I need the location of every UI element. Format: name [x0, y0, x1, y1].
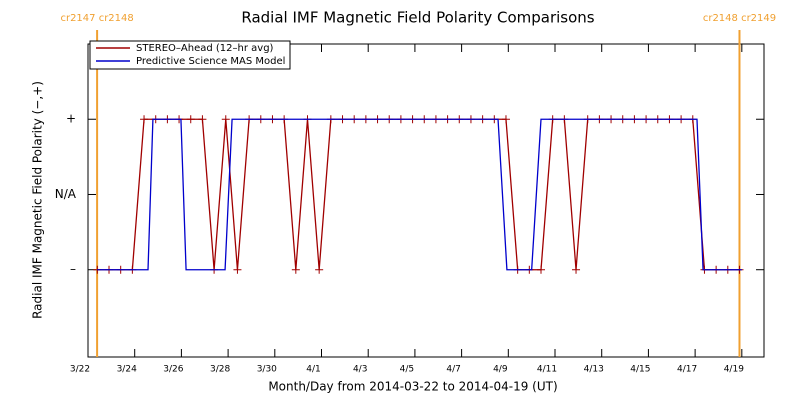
- point-marker: [221, 115, 230, 124]
- x-tick-label: 3/26: [163, 365, 183, 375]
- y-tick-label: –: [70, 262, 76, 276]
- point-marker: [198, 115, 207, 124]
- x-tick-label: 4/19: [724, 365, 744, 375]
- x-tick-label: 4/11: [537, 365, 557, 375]
- x-tick-label: 4/9: [493, 365, 508, 375]
- x-tick-label: 3/28: [210, 365, 230, 375]
- x-tick-label: 4/13: [584, 365, 604, 375]
- legend-label: Predictive Science MAS Model: [136, 56, 285, 67]
- x-tick-label: 4/1: [306, 365, 320, 375]
- point-marker: [572, 265, 581, 274]
- x-axis-label: Month/Day from 2014-03-22 to 2014-04-19 …: [268, 380, 557, 394]
- point-marker: [537, 265, 546, 274]
- series-line: [97, 118, 742, 271]
- plot-frame: [87, 43, 765, 358]
- y-tick-label: N/A: [55, 187, 77, 201]
- rotation-label: cr2147 cr2148: [60, 13, 133, 24]
- y-tick-label: +: [66, 112, 76, 126]
- x-tick-label: 4/3: [353, 365, 367, 375]
- x-tick-label: 4/7: [446, 365, 460, 375]
- x-tick-label: 3/22: [70, 365, 90, 375]
- x-tick-label: 3/30: [257, 365, 277, 375]
- x-tick-label: 3/24: [117, 365, 137, 375]
- chart-title: Radial IMF Magnetic Field Polarity Compa…: [241, 9, 594, 27]
- point-marker: [186, 115, 195, 124]
- point-marker: [291, 265, 300, 274]
- point-marker: [140, 115, 149, 124]
- x-tick-label: 4/15: [630, 365, 650, 375]
- x-tick-label: 4/5: [400, 365, 414, 375]
- rotation-label: cr2148 cr2149: [703, 13, 776, 24]
- point-marker: [233, 265, 242, 274]
- y-axis-label: Radial IMF Magnetic Field Polarity (−,+): [31, 81, 45, 319]
- x-tick-label: 4/17: [677, 365, 697, 375]
- point-marker: [501, 115, 510, 124]
- legend-box: [89, 40, 291, 70]
- legend-label: STEREO–Ahead (12–hr avg): [136, 43, 274, 54]
- point-marker: [315, 265, 324, 274]
